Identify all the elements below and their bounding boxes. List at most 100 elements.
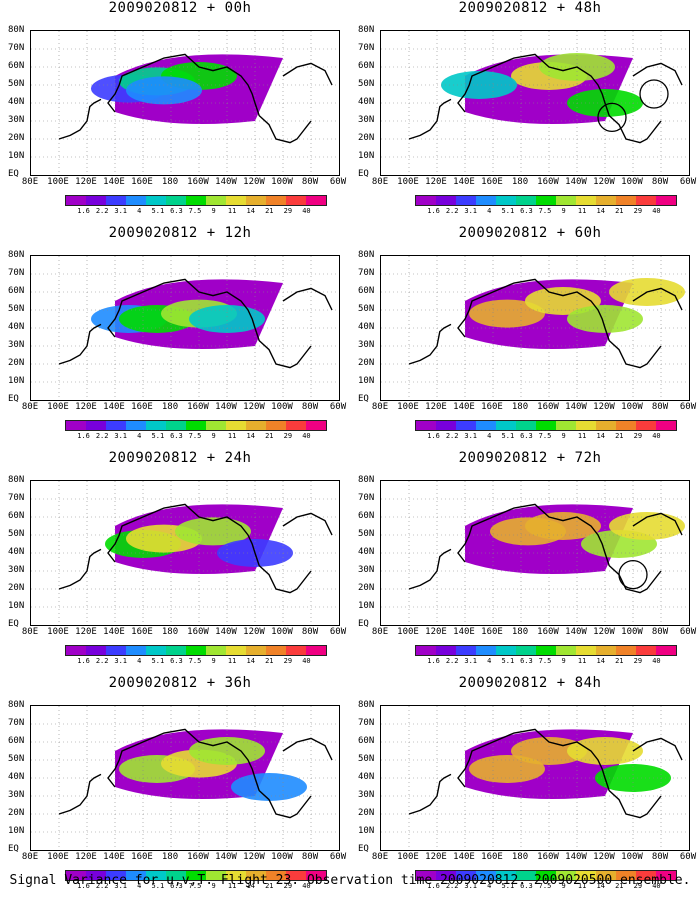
colorbar-swatch <box>476 646 496 655</box>
lon-label: 60W <box>329 177 347 187</box>
colorbar-swatch <box>126 421 146 430</box>
panel-title: 2009020812 + 00h <box>108 0 252 16</box>
colorbar-swatch <box>416 196 436 205</box>
colorbar-swatch <box>186 196 206 205</box>
lon-label: 100W <box>621 852 643 862</box>
colorbar-tick-label: 3.1 <box>114 657 128 665</box>
colorbar-tick-label: 1.6 <box>427 432 440 440</box>
colorbar-tick-label: 21 <box>265 432 274 440</box>
colorbar-tick-label: 11 <box>577 882 587 890</box>
highlight-circle <box>597 102 627 133</box>
lon-label: 80W <box>301 177 319 187</box>
variance-map <box>30 30 340 176</box>
coastline <box>58 98 102 140</box>
colorbar-tick-label: 4 <box>137 432 142 440</box>
coastline <box>58 323 102 365</box>
colorbar-tick-label: 4 <box>137 207 142 215</box>
colorbar-swatch <box>636 646 656 655</box>
colorbar-tick-label: 1.6 <box>77 207 90 215</box>
lat-label: EQ <box>358 844 369 854</box>
colorbar-tick-label: 21 <box>615 657 624 665</box>
lat-label: 70N <box>358 268 375 278</box>
lat-label: 40N <box>8 547 25 557</box>
map-panel: 2009020812 + 60h 80N 70N 60N 50N 40N 30N 20N 10N… <box>358 225 700 440</box>
colorbar-ticks: 1.6 2.2 3.1 4 5.1 6.3 7.5 9 11 14 21 29 40 <box>415 207 675 216</box>
colorbar <box>65 195 327 206</box>
colorbar-swatch <box>286 871 306 880</box>
colorbar-swatch <box>146 421 166 430</box>
colorbar-swatch <box>226 196 246 205</box>
variance-blob <box>609 512 685 540</box>
lon-label: 120W <box>593 402 615 412</box>
colorbar-swatch <box>126 871 146 880</box>
colorbar-tick-label: 9 <box>561 432 566 440</box>
highlight-circle <box>639 79 669 109</box>
colorbar-swatch <box>436 871 456 880</box>
colorbar-swatch <box>516 196 536 205</box>
lat-label: 50N <box>8 529 25 539</box>
colorbar-tick-label: 21 <box>265 882 274 890</box>
lat-label: 80N <box>8 700 25 710</box>
colorbar-tick-label: 11 <box>227 207 237 215</box>
colorbar-tick-label: 21 <box>265 207 274 215</box>
colorbar-swatch <box>246 421 266 430</box>
colorbar-swatch <box>166 646 186 655</box>
lat-label: 70N <box>358 718 375 728</box>
lon-label: 80W <box>301 852 319 862</box>
colorbar-swatch <box>456 871 476 880</box>
lon-label: 160E <box>131 852 153 862</box>
lon-label: 160W <box>187 852 209 862</box>
colorbar-swatch <box>246 871 266 880</box>
lon-label: 100W <box>621 627 643 637</box>
lat-label: 30N <box>8 115 25 125</box>
variance-map <box>30 255 340 401</box>
lat-label: 20N <box>8 583 25 593</box>
colorbar-swatch <box>86 646 106 655</box>
lon-label: 100W <box>621 177 643 187</box>
colorbar-swatch <box>436 421 456 430</box>
colorbar-tick-label: 11 <box>227 432 237 440</box>
colorbar-tick-label: 6.3 <box>520 657 533 665</box>
colorbar-swatch <box>636 196 656 205</box>
colorbar-swatch <box>476 196 496 205</box>
lon-label: 140W <box>565 177 587 187</box>
colorbar-tick-label: 29 <box>283 432 293 440</box>
lat-label: 20N <box>358 583 375 593</box>
lon-label: 140E <box>103 627 125 637</box>
colorbar-swatch <box>166 421 186 430</box>
colorbar-tick-label: 1.6 <box>77 657 90 665</box>
colorbar-swatch <box>656 196 676 205</box>
coastline <box>457 278 662 369</box>
colorbar-tick-label: 6.3 <box>170 207 183 215</box>
map-panel: 2009020812 + 12h 80N 70N 60N 50N 40N 30N 20N 10N… <box>8 225 350 440</box>
colorbar-tick-label: 40 <box>652 432 661 440</box>
coastline <box>408 548 452 590</box>
colorbar-swatch <box>496 871 516 880</box>
colorbar-ticks: 1.6 2.2 3.1 4 5.1 6.3 7.5 9 11 14 21 29 40 <box>65 657 325 666</box>
figure-caption: Signal Variance for u,v,T. Flight 23. Ob… <box>9 873 691 888</box>
lat-label: EQ <box>8 394 19 404</box>
variance-blob <box>525 512 601 540</box>
coastline <box>282 737 333 761</box>
colorbar-tick-label: 14 <box>246 657 255 665</box>
colorbar-tick-label: 5.1 <box>151 882 165 890</box>
lon-label: 120W <box>593 177 615 187</box>
lat-label: 30N <box>8 790 25 800</box>
coastline <box>632 62 683 86</box>
colorbar-swatch <box>536 646 556 655</box>
lon-label: 160W <box>537 177 559 187</box>
coastline <box>107 53 312 144</box>
lat-label: 70N <box>8 43 25 53</box>
panel-title: 2009020812 + 12h <box>108 225 252 241</box>
colorbar-tick-label: 29 <box>283 207 293 215</box>
colorbar-swatch <box>556 196 576 205</box>
colorbar-tick-label: 3.1 <box>464 432 478 440</box>
colorbar-swatch <box>226 871 246 880</box>
colorbar-tick-label: 29 <box>633 657 643 665</box>
lon-label: 80E <box>21 627 39 637</box>
lat-label: 20N <box>358 358 375 368</box>
lon-label: 80W <box>651 402 669 412</box>
lon-label: 180 <box>161 627 179 637</box>
lon-label: 160W <box>187 177 209 187</box>
lon-label: 80E <box>371 627 389 637</box>
